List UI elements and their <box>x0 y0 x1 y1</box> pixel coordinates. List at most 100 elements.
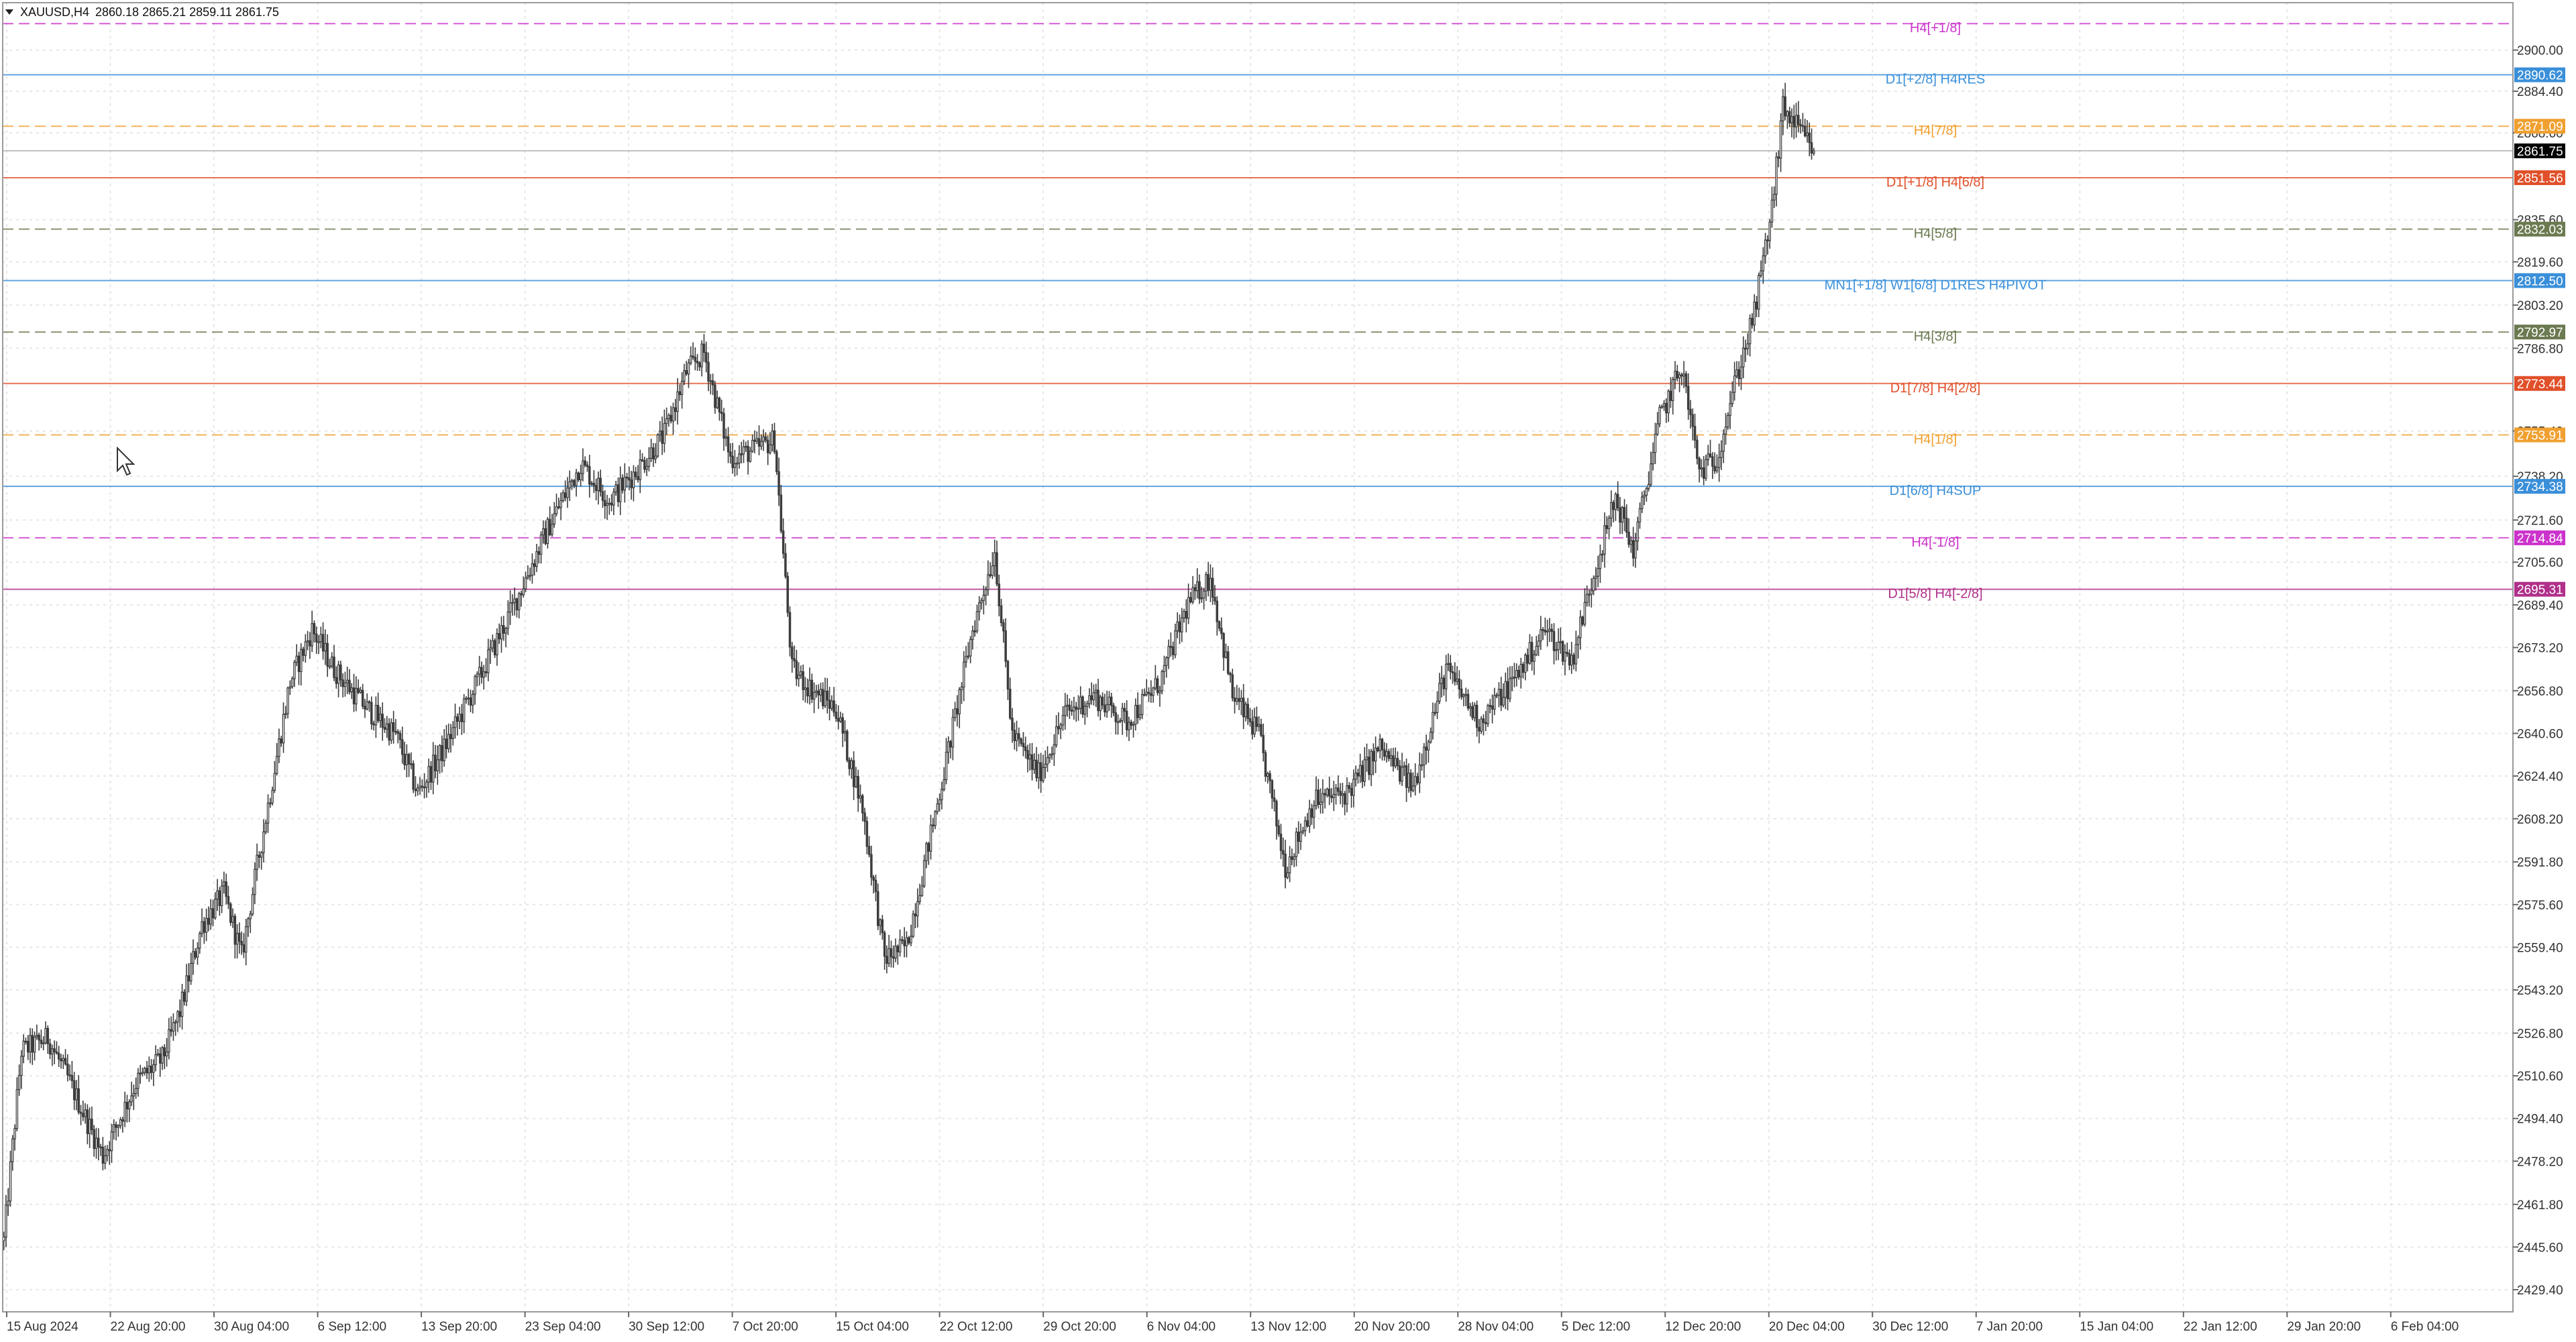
candle <box>22 1034 25 1064</box>
candle <box>146 1060 148 1079</box>
candle <box>93 1125 95 1157</box>
candle <box>1128 716 1130 741</box>
candle <box>1401 752 1403 786</box>
candle <box>564 480 567 502</box>
candle <box>1077 695 1080 721</box>
y-tick-label: 2608.20 <box>2517 813 2563 827</box>
candle <box>586 461 589 472</box>
candle <box>1392 748 1395 772</box>
candle <box>698 361 701 372</box>
candle <box>1233 687 1236 714</box>
candle <box>36 1024 38 1040</box>
candle <box>1352 769 1355 807</box>
price-level-badge <box>2514 376 2565 391</box>
candle <box>1171 641 1175 660</box>
candle <box>934 809 936 830</box>
candle <box>1236 685 1238 706</box>
candle <box>121 1117 124 1133</box>
candle <box>614 480 617 496</box>
candle <box>1308 799 1311 833</box>
candle <box>1317 779 1320 809</box>
triangle-down-icon[interactable] <box>5 9 13 15</box>
price-level-badge-text: 2832.03 <box>2517 223 2563 237</box>
candle <box>841 713 845 747</box>
candle <box>431 742 435 795</box>
x-tick-label: 30 Dec 12:00 <box>1872 1320 1948 1334</box>
price-level-badge-text: 2773.44 <box>2517 378 2563 392</box>
candle <box>1794 103 1798 138</box>
candle <box>993 539 996 577</box>
candle <box>1487 704 1489 727</box>
candle <box>1061 706 1065 731</box>
candle <box>929 814 932 860</box>
candle <box>225 873 227 905</box>
candle <box>489 639 492 664</box>
candle <box>537 546 541 564</box>
candle <box>594 478 598 501</box>
candle <box>709 374 712 394</box>
candle <box>235 924 239 959</box>
candle <box>711 374 714 396</box>
x-tick-label: 20 Dec 04:00 <box>1769 1320 1845 1334</box>
candle <box>1083 701 1087 725</box>
y-tick-label: 2445.60 <box>2517 1241 2563 1255</box>
x-tick-label: 22 Jan 12:00 <box>2184 1320 2257 1334</box>
candle <box>33 1031 36 1061</box>
candle <box>1216 596 1219 636</box>
candle <box>1101 692 1104 710</box>
candle <box>1073 696 1075 720</box>
candle <box>1238 687 1240 710</box>
candle <box>647 447 651 471</box>
candle <box>722 408 725 451</box>
candle <box>1570 642 1573 674</box>
x-tick-label: 22 Aug 20:00 <box>111 1320 186 1334</box>
candle <box>484 658 488 677</box>
candle <box>17 1064 21 1096</box>
candle <box>1205 571 1208 602</box>
candle <box>1650 451 1652 487</box>
candle <box>1064 693 1067 730</box>
candle <box>97 1128 100 1161</box>
candle <box>456 713 459 736</box>
candle <box>1625 504 1628 538</box>
candle <box>1267 771 1269 784</box>
candle <box>368 700 371 712</box>
price-level-badge-text: 2753.91 <box>2517 429 2563 443</box>
candle <box>780 485 783 534</box>
candle <box>956 695 959 727</box>
candle <box>1641 491 1644 513</box>
candle <box>216 879 219 911</box>
candle <box>775 449 778 475</box>
candle <box>1178 614 1181 645</box>
candle <box>559 492 562 520</box>
candle <box>1220 617 1223 640</box>
candle <box>718 396 721 421</box>
candle <box>1094 683 1097 708</box>
candle <box>1656 412 1659 437</box>
candle <box>1786 110 1789 129</box>
y-tick-label: 2689.40 <box>2517 599 2563 613</box>
candle <box>907 936 910 946</box>
candle <box>643 456 646 473</box>
candle <box>1601 550 1604 563</box>
candle <box>561 490 565 503</box>
candle <box>148 1056 151 1082</box>
candle <box>493 638 496 659</box>
candle <box>1246 697 1249 725</box>
candle <box>751 434 754 453</box>
price-level-label: H4[1/8] <box>1914 432 1957 447</box>
candle <box>1284 840 1287 889</box>
candle <box>211 899 215 927</box>
candle <box>1081 695 1084 718</box>
candle <box>1493 687 1496 716</box>
candle <box>1123 702 1126 724</box>
candle <box>1727 412 1729 430</box>
candle <box>1506 667 1509 711</box>
candle <box>1030 742 1034 781</box>
candle <box>548 506 551 537</box>
candle <box>1572 653 1575 670</box>
candle <box>1595 567 1597 591</box>
candle <box>958 687 961 728</box>
